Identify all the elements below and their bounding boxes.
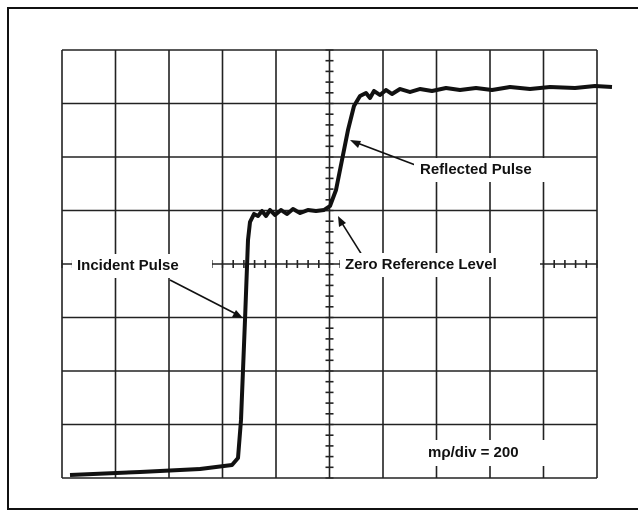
scale-label: mρ/div = 200 bbox=[428, 444, 519, 461]
label-bg bbox=[414, 158, 566, 182]
arrowhead bbox=[232, 310, 243, 318]
frame bbox=[7, 7, 638, 510]
zero-label: Zero Reference Level bbox=[345, 256, 497, 273]
arrow bbox=[339, 219, 363, 256]
incident-label: Incident Pulse bbox=[77, 257, 179, 274]
waveform-trace bbox=[69, 84, 613, 477]
graticule bbox=[61, 49, 598, 479]
label-bg bbox=[418, 440, 570, 466]
arrowhead bbox=[338, 216, 346, 227]
arrowhead bbox=[350, 140, 361, 148]
arrow bbox=[169, 279, 241, 317]
arrow bbox=[351, 140, 419, 167]
label-bg bbox=[72, 254, 212, 278]
reflected-label: Reflected Pulse bbox=[420, 161, 532, 178]
label-bg bbox=[340, 253, 540, 277]
